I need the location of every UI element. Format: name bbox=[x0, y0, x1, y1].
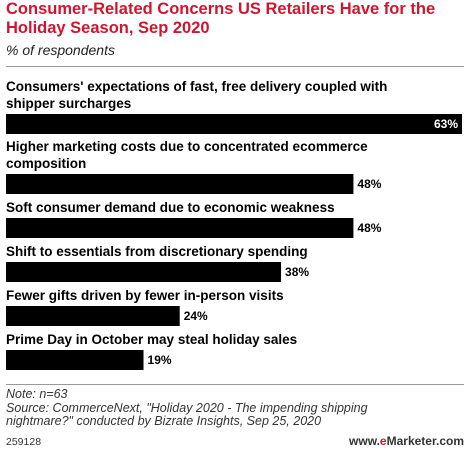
value-label: 38% bbox=[285, 265, 309, 279]
brand-name: Marketer bbox=[386, 434, 436, 448]
bar bbox=[6, 306, 180, 326]
chart-subtitle: % of respondents bbox=[6, 42, 115, 58]
category-label: Soft consumer demand due to economic wea… bbox=[6, 200, 335, 215]
brand-prefix: www. bbox=[349, 434, 380, 448]
source-line-2: nightmare?" conducted by Bizrate Insight… bbox=[6, 414, 322, 428]
value-label: 63% bbox=[434, 117, 458, 131]
source-line-1: Source: CommerceNext, "Holiday 2020 - Th… bbox=[6, 400, 368, 415]
category-label: Fewer gifts driven by fewer in-person vi… bbox=[6, 288, 284, 303]
bar bbox=[6, 262, 282, 282]
bar bbox=[6, 114, 462, 134]
top-divider bbox=[6, 66, 464, 67]
chart-id: 259128 bbox=[6, 436, 42, 448]
value-label: 19% bbox=[148, 353, 172, 367]
category-label: Consumers' expectations of fast, free de… bbox=[6, 79, 387, 111]
note-line: Note: n=63 bbox=[6, 387, 68, 401]
bottom-divider bbox=[6, 384, 464, 385]
bar bbox=[6, 218, 354, 238]
value-label: 24% bbox=[184, 309, 208, 323]
brand-suffix: .com bbox=[435, 434, 464, 448]
chart-title: Consumer-Related Concerns US Retailers H… bbox=[6, 0, 436, 37]
chart-notes: Note: n=63 Source: CommerceNext, "Holida… bbox=[6, 387, 446, 429]
value-label: 48% bbox=[357, 177, 381, 191]
category-label: Higher marketing costs due to concentrat… bbox=[6, 139, 368, 171]
category-label: Shift to essentials from discretionary s… bbox=[6, 244, 308, 259]
category-label: Prime Day in October may steal holiday s… bbox=[6, 332, 297, 347]
brand-logo: www.eMarketer.com bbox=[349, 434, 464, 448]
bar-chart: Consumers' expectations of fast, free de… bbox=[6, 79, 462, 370]
bar bbox=[6, 174, 354, 194]
bar bbox=[6, 350, 144, 370]
value-label: 48% bbox=[357, 221, 381, 235]
brand-e: e bbox=[379, 434, 387, 448]
